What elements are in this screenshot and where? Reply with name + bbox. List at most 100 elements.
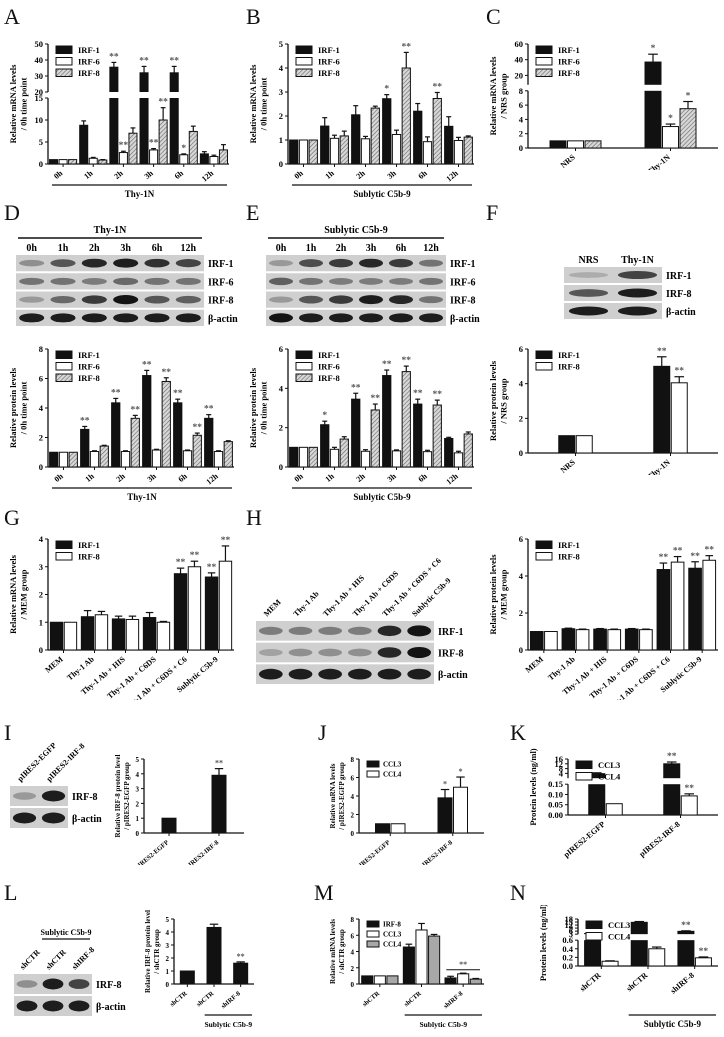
svg-text:NRS: NRS: [559, 457, 577, 475]
svg-text:Relative IRF-8 protein level: Relative IRF-8 protein level: [114, 755, 122, 838]
svg-text:0h: 0h: [52, 168, 65, 181]
svg-text:**: **: [659, 553, 669, 563]
svg-text:2: 2: [519, 413, 523, 423]
chart-K: Protein levels (ng/ml) 0.00 0.05 0.10 0.15 4 8…: [520, 745, 724, 865]
svg-text:Relative mRNA levels: Relative mRNA levels: [8, 64, 18, 144]
svg-text:IRF-1: IRF-1: [438, 627, 464, 638]
svg-text:0: 0: [39, 159, 43, 169]
svg-text:4: 4: [519, 379, 524, 389]
svg-text:0: 0: [519, 448, 523, 458]
svg-text:0: 0: [136, 830, 140, 838]
svg-text:IRF-8: IRF-8: [438, 649, 464, 660]
svg-text:Relative mRNA levels: Relative mRNA levels: [8, 554, 18, 634]
svg-text:Thy-1N: Thy-1N: [646, 457, 672, 475]
svg-text:6: 6: [351, 775, 355, 783]
svg-text:16: 16: [555, 754, 564, 764]
svg-text:shCTR: shCTR: [44, 948, 68, 972]
svg-text:CCL3: CCL3: [383, 931, 402, 939]
svg-text:**: **: [673, 547, 683, 557]
svg-text:3: 3: [279, 87, 283, 97]
svg-text:shIRF-8: shIRF-8: [443, 990, 466, 1010]
svg-text:Sublytic C5b-9: Sublytic C5b-9: [204, 1020, 252, 1029]
chart-E: Relative protein levels/ 0h time point 0 2…: [240, 335, 480, 505]
svg-text:0h: 0h: [53, 471, 66, 484]
svg-text:0.2: 0.2: [562, 952, 573, 962]
svg-text:2: 2: [39, 433, 43, 443]
svg-text:0.0: 0.0: [562, 961, 573, 971]
svg-text:*: *: [668, 114, 673, 124]
svg-text:/ NRS group: / NRS group: [499, 378, 509, 424]
svg-text:**: **: [221, 536, 231, 546]
panel-letter-j: J: [318, 720, 327, 745]
svg-text:**: **: [705, 546, 715, 556]
svg-text:2h: 2h: [355, 471, 368, 484]
svg-text:**: **: [685, 784, 695, 794]
svg-text:0.00: 0.00: [548, 810, 563, 820]
svg-text:*: *: [686, 92, 691, 102]
svg-text:CCL4: CCL4: [608, 932, 631, 942]
svg-text:β-actin: β-actin: [208, 314, 238, 325]
svg-text:Relative mRNA levels: Relative mRNA levels: [329, 919, 337, 984]
svg-text:6h: 6h: [177, 471, 190, 484]
panel-letter-e: E: [246, 200, 260, 225]
panel-letter-g: G: [4, 505, 20, 530]
svg-text:shCTR: shCTR: [196, 990, 216, 1008]
svg-text:**: **: [169, 56, 179, 66]
svg-text:**: **: [237, 952, 245, 961]
chart-M: Relative mRNA levels / shCTR group 0 2 4 6 8 sh…: [325, 905, 490, 1032]
svg-text:β-actin: β-actin: [450, 314, 480, 325]
svg-text:2h: 2h: [336, 243, 347, 254]
svg-text:3h: 3h: [143, 168, 156, 181]
svg-text:12h: 12h: [181, 243, 197, 254]
svg-text:**: **: [215, 759, 223, 768]
svg-text:0h: 0h: [276, 243, 287, 254]
svg-text:12h: 12h: [423, 243, 439, 254]
panel-letter-i: I: [4, 720, 12, 745]
svg-text:IRF-8: IRF-8: [78, 373, 100, 383]
svg-text:/ pIRES2-EGFP group: / pIRES2-EGFP group: [338, 762, 346, 831]
blot-E: Sublytic C5b-9 0h 1h 2h 3h 6h 12h IRF-1 IRF-6 IRF…: [266, 222, 488, 327]
svg-text:IRF-1: IRF-1: [78, 350, 100, 360]
svg-text:*: *: [181, 144, 186, 154]
svg-text:0.4: 0.4: [562, 944, 573, 954]
blot-H: MEM Thy-1 Ab Thy-1 Ab + HIS Thy-1 Ab + C6DS…: [256, 530, 476, 685]
svg-text:Relative protein levels: Relative protein levels: [248, 367, 258, 448]
svg-text:**: **: [699, 947, 709, 957]
svg-text:5: 5: [39, 137, 43, 147]
svg-text:**: **: [207, 563, 217, 573]
svg-text:2: 2: [351, 812, 355, 820]
svg-text:β-actin: β-actin: [666, 307, 696, 318]
svg-text:pIRES2-IRF-8: pIRES2-IRF-8: [418, 839, 454, 865]
svg-text:shCTR: shCTR: [578, 970, 603, 993]
svg-text:CCL3: CCL3: [383, 761, 402, 769]
svg-text:20: 20: [35, 87, 44, 97]
svg-text:5: 5: [136, 756, 140, 764]
svg-text:MEM: MEM: [524, 654, 546, 674]
svg-text:6h: 6h: [417, 168, 430, 181]
svg-text:**: **: [413, 389, 423, 399]
svg-text:1: 1: [39, 617, 43, 627]
svg-text:0: 0: [166, 981, 170, 989]
svg-text:IRF-6: IRF-6: [78, 57, 100, 67]
svg-text:2h: 2h: [112, 168, 125, 181]
svg-text:**: **: [402, 42, 412, 52]
svg-text:0.10: 0.10: [548, 789, 563, 799]
svg-text:6: 6: [519, 344, 523, 354]
svg-text:1: 1: [279, 135, 283, 145]
svg-text:**: **: [111, 388, 121, 398]
svg-text:12h: 12h: [444, 471, 460, 486]
svg-text:4: 4: [279, 63, 284, 73]
chart-N: Protein levels (ng/ml) 0.0 0.2 0.4 0.6 3 6 9 12 1…: [530, 904, 724, 1032]
svg-text:12: 12: [555, 759, 564, 769]
svg-text:IRF-1: IRF-1: [318, 45, 340, 55]
svg-text:Sublytic C5b-9: Sublytic C5b-9: [353, 492, 411, 502]
svg-text:IRF-8: IRF-8: [558, 362, 580, 372]
svg-text:0: 0: [351, 981, 355, 989]
panel-letter-f: F: [486, 200, 499, 225]
svg-text:2h: 2h: [115, 471, 128, 484]
svg-text:8: 8: [351, 756, 355, 764]
svg-text:1h: 1h: [324, 168, 337, 181]
panel-letter-c: C: [486, 4, 501, 29]
svg-text:3h: 3h: [386, 168, 399, 181]
chart-G: Relative mRNA levels / MEM group 0 1 2 3 4 MEM T…: [0, 525, 240, 712]
